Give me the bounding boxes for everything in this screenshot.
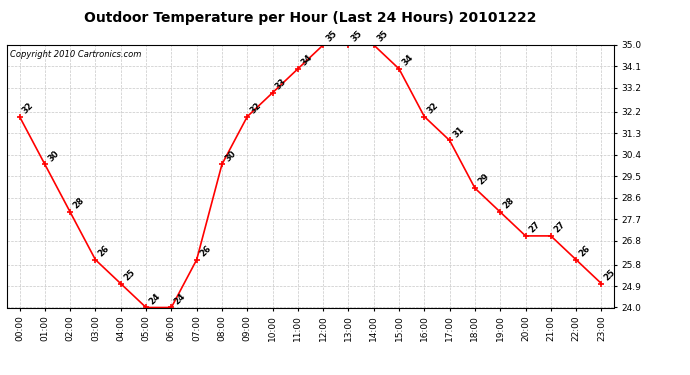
Text: 25: 25 xyxy=(603,268,618,282)
Text: Outdoor Temperature per Hour (Last 24 Hours) 20101222: Outdoor Temperature per Hour (Last 24 Ho… xyxy=(84,11,537,25)
Text: 27: 27 xyxy=(552,220,566,234)
Text: 30: 30 xyxy=(224,148,238,163)
Text: 24: 24 xyxy=(172,291,188,306)
Text: 32: 32 xyxy=(248,100,263,115)
Text: 31: 31 xyxy=(451,124,466,139)
Text: 30: 30 xyxy=(46,148,61,163)
Text: 27: 27 xyxy=(527,220,542,234)
Text: Copyright 2010 Cartronics.com: Copyright 2010 Cartronics.com xyxy=(10,50,141,59)
Text: 35: 35 xyxy=(375,29,390,44)
Text: 35: 35 xyxy=(324,29,339,44)
Text: 32: 32 xyxy=(21,100,35,115)
Text: 29: 29 xyxy=(476,172,491,187)
Text: 25: 25 xyxy=(122,268,137,282)
Text: 34: 34 xyxy=(400,53,415,68)
Text: 34: 34 xyxy=(299,53,314,68)
Text: 28: 28 xyxy=(502,196,516,211)
Text: 32: 32 xyxy=(426,100,440,115)
Text: 26: 26 xyxy=(97,244,112,258)
Text: 26: 26 xyxy=(198,244,213,258)
Text: 33: 33 xyxy=(274,77,288,92)
Text: 24: 24 xyxy=(148,291,162,306)
Text: 35: 35 xyxy=(350,29,364,44)
Text: 26: 26 xyxy=(578,244,592,258)
Text: 28: 28 xyxy=(72,196,86,211)
